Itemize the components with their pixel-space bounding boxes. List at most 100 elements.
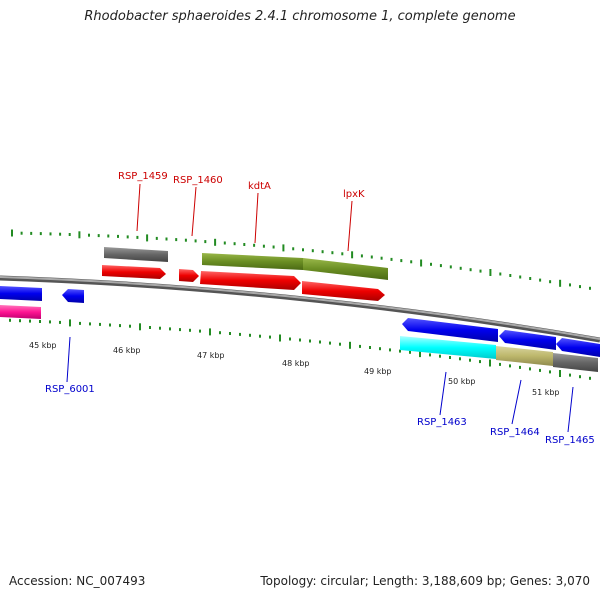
inner-ring-minor-tick bbox=[269, 335, 271, 339]
inner-ring-minor-tick bbox=[259, 334, 261, 338]
label-lpxk[interactable]: lpxK bbox=[343, 189, 365, 200]
outer-ring-minor-tick bbox=[569, 283, 571, 287]
outer-ring-minor-tick bbox=[430, 262, 432, 266]
inner-ring-minor-tick bbox=[369, 346, 371, 349]
outer-ring-minor-tick bbox=[165, 237, 168, 241]
cog-feature-kdta[interactable] bbox=[202, 253, 303, 270]
outer-ring-major-tick bbox=[420, 259, 423, 267]
label-rsp-1460[interactable]: RSP_1460 bbox=[173, 175, 223, 186]
cog-feature-rsp-1465[interactable] bbox=[553, 353, 598, 372]
inner-ring-minor-tick bbox=[29, 319, 31, 323]
inner-ring-major-tick bbox=[279, 334, 281, 342]
outer-ring-minor-tick bbox=[400, 259, 403, 263]
outer-ring-minor-tick bbox=[59, 232, 62, 236]
scale-label-47kbp: 47 kbp bbox=[197, 351, 225, 360]
outer-ring-minor-tick bbox=[97, 234, 100, 238]
outer-ring-minor-tick bbox=[549, 280, 552, 284]
outer-ring-major-tick bbox=[78, 231, 81, 239]
cog-feature-lpxk[interactable] bbox=[303, 258, 388, 280]
inner-ring-minor-tick bbox=[449, 356, 451, 359]
outer-ring-minor-tick bbox=[509, 274, 512, 277]
cog-feature-rsp-1459[interactable] bbox=[104, 247, 168, 262]
label-rsp-1463[interactable]: RSP_1463 bbox=[417, 417, 467, 428]
leader-rsp-1459 bbox=[136, 183, 141, 232]
inner-ring-minor-tick bbox=[109, 323, 111, 327]
inner-ring-minor-tick bbox=[439, 354, 441, 358]
inner-ring-minor-tick bbox=[329, 341, 331, 345]
scale-label-51kbp: 51 kbp bbox=[532, 388, 560, 397]
inner-ring-minor-tick bbox=[289, 337, 291, 341]
inner-ring-minor-tick bbox=[199, 329, 201, 333]
leader-lpxk bbox=[347, 200, 353, 252]
outer-ring-minor-tick bbox=[302, 248, 304, 252]
scale-label-48kbp: 48 kbp bbox=[282, 359, 310, 368]
outer-ring-minor-tick bbox=[370, 255, 373, 259]
inner-ring-minor-tick bbox=[519, 365, 521, 369]
inner-ring-major-tick bbox=[349, 341, 351, 349]
inner-ring-minor-tick bbox=[539, 368, 541, 372]
outer-ring-minor-tick bbox=[321, 250, 324, 254]
inner-ring-minor-tick bbox=[99, 322, 101, 326]
gene-rsp-1460[interactable] bbox=[179, 269, 199, 282]
leader-rsp-6001 bbox=[66, 336, 71, 383]
inner-ring-minor-tick bbox=[389, 348, 391, 352]
outer-ring-minor-tick bbox=[390, 257, 393, 261]
outer-ring-minor-tick bbox=[204, 240, 207, 244]
inner-ring-major-tick bbox=[209, 328, 211, 336]
inner-ring-minor-tick bbox=[59, 320, 61, 324]
label-rsp-6001[interactable]: RSP_6001 bbox=[45, 384, 95, 395]
gene-rsp-1465[interactable] bbox=[556, 338, 600, 357]
outer-ring-major-tick bbox=[214, 238, 217, 246]
gene-rsp-6001[interactable] bbox=[62, 289, 84, 303]
outer-ring-minor-tick bbox=[233, 242, 236, 246]
inner-ring-minor-tick bbox=[189, 328, 191, 332]
outer-ring-minor-tick bbox=[380, 256, 383, 260]
outer-ring-minor-tick bbox=[184, 238, 187, 242]
inner-ring-minor-tick bbox=[549, 370, 551, 374]
outer-ring-major-tick bbox=[11, 229, 13, 237]
leader-kdta bbox=[254, 192, 259, 244]
inner-ring-major-tick bbox=[419, 350, 421, 358]
inner-ring-minor-tick bbox=[9, 318, 11, 322]
outer-ring-minor-tick bbox=[194, 239, 197, 243]
inner-ring-minor-tick bbox=[409, 350, 411, 354]
inner-ring-major-tick bbox=[559, 370, 561, 377]
outer-ring-minor-tick bbox=[469, 268, 472, 272]
inner-ring-minor-tick bbox=[239, 332, 241, 336]
outer-ring-major-tick bbox=[146, 234, 149, 242]
gene-rsp-1459[interactable] bbox=[102, 265, 166, 279]
genome-backbone-highlight bbox=[0, 276, 600, 340]
inner-ring-minor-tick bbox=[429, 353, 431, 357]
outer-ring-minor-tick bbox=[579, 285, 581, 289]
inner-ring-minor-tick bbox=[229, 332, 231, 335]
outer-ring-minor-tick bbox=[292, 247, 295, 251]
inner-ring-major-tick bbox=[69, 319, 71, 327]
gene-kdta[interactable] bbox=[200, 271, 301, 290]
inner-ring-minor-tick bbox=[219, 331, 221, 335]
label-kdta[interactable]: kdtA bbox=[248, 181, 271, 192]
label-rsp-1459[interactable]: RSP_1459 bbox=[118, 171, 168, 182]
cog-feature-rsp-1463[interactable] bbox=[400, 336, 496, 359]
inner-ring-minor-tick bbox=[479, 360, 481, 364]
inner-ring-minor-tick bbox=[499, 362, 501, 366]
inner-ring-minor-tick bbox=[399, 349, 401, 353]
outer-ring-minor-tick bbox=[499, 272, 502, 276]
inner-ring-minor-tick bbox=[149, 326, 151, 329]
inner-ring-minor-tick bbox=[379, 347, 381, 351]
inner-ring-major-tick bbox=[489, 359, 491, 367]
leader-rsp-1464 bbox=[511, 379, 522, 425]
outer-ring-minor-tick bbox=[459, 266, 462, 270]
gene-lpxk[interactable] bbox=[302, 281, 385, 301]
cog-feature-left-edge[interactable] bbox=[0, 305, 41, 319]
cog-feature-rsp-1464[interactable] bbox=[496, 346, 553, 366]
inner-ring-major-tick bbox=[139, 323, 141, 331]
gene-rsp-1463[interactable] bbox=[402, 318, 498, 342]
inner-ring-minor-tick bbox=[309, 339, 311, 343]
gene-left-edge[interactable] bbox=[0, 286, 42, 301]
label-rsp-1464[interactable]: RSP_1464 bbox=[490, 427, 540, 438]
gene-rsp-1464[interactable] bbox=[499, 330, 556, 350]
inner-ring-minor-tick bbox=[179, 328, 181, 332]
label-rsp-1465[interactable]: RSP_1465 bbox=[545, 435, 595, 446]
outer-ring-minor-tick bbox=[223, 241, 226, 245]
leader-rsp-1460 bbox=[191, 186, 197, 237]
